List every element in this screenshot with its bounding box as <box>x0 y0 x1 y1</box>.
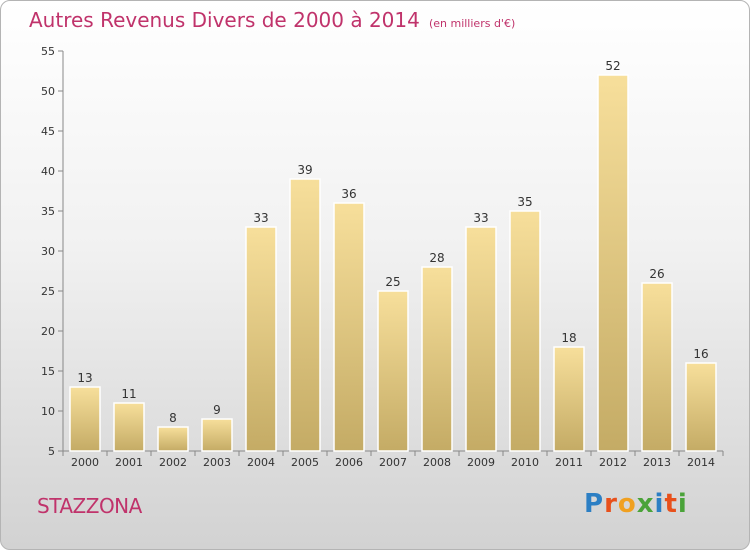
chart-title: Autres Revenus Divers de 2000 à 2014 (en… <box>29 8 515 32</box>
x-tick-label: 2005 <box>291 456 319 469</box>
bar-2014 <box>685 362 717 452</box>
title-main: Autres Revenus Divers de 2000 à 2014 <box>29 8 420 32</box>
bar-2005 <box>289 178 321 452</box>
bar-2004 <box>245 226 277 452</box>
x-tick-label: 2010 <box>511 456 539 469</box>
x-tick-label: 2007 <box>379 456 407 469</box>
x-tick-label: 2008 <box>423 456 451 469</box>
data-label: 26 <box>649 267 664 281</box>
logo-letter: P <box>584 489 605 519</box>
bar-2000 <box>69 386 101 452</box>
y-tick-label: 25 <box>41 285 55 298</box>
bar-2012 <box>597 74 629 452</box>
y-tick-label: 20 <box>41 325 55 338</box>
proxiti-logo: Proxiti <box>584 489 688 519</box>
logo-letter: x <box>636 489 655 519</box>
data-label: 8 <box>169 411 177 425</box>
y-tick-label: 10 <box>41 405 55 418</box>
bar-2010 <box>509 210 541 452</box>
logo-letter: t <box>664 489 678 519</box>
y-tick-label: 15 <box>41 365 55 378</box>
data-label: 36 <box>341 187 356 201</box>
y-tick-label: 40 <box>41 165 55 178</box>
data-label: 25 <box>385 275 400 289</box>
logo-letter: i <box>654 489 665 519</box>
x-tick-label: 2003 <box>203 456 231 469</box>
bar-2003 <box>201 418 233 452</box>
x-tick-label: 2000 <box>71 456 99 469</box>
logo-letter: i <box>677 489 688 519</box>
data-label: 33 <box>473 211 488 225</box>
x-tick-label: 2006 <box>335 456 363 469</box>
commune-name: STAZZONA <box>37 494 142 518</box>
bar-2011 <box>553 346 585 452</box>
bar-2001 <box>113 402 145 452</box>
bar-2008 <box>421 266 453 452</box>
data-label: 52 <box>605 59 620 73</box>
logo-letter: o <box>617 489 637 519</box>
x-tick-label: 2011 <box>555 456 583 469</box>
x-tick-label: 2012 <box>599 456 627 469</box>
y-tick-label: 35 <box>41 205 55 218</box>
title-unit: (en milliers d'€) <box>428 17 516 30</box>
x-tick-label: 2009 <box>467 456 495 469</box>
bar-2013 <box>641 282 673 452</box>
data-label: 28 <box>429 251 444 265</box>
bar-2009 <box>465 226 497 452</box>
x-tick-label: 2002 <box>159 456 187 469</box>
data-label: 11 <box>121 387 136 401</box>
data-label: 39 <box>297 163 312 177</box>
logo-letter: r <box>604 489 618 519</box>
data-label: 33 <box>253 211 268 225</box>
x-tick-label: 2014 <box>687 456 715 469</box>
y-tick-label: 50 <box>41 85 55 98</box>
y-tick-label: 5 <box>48 445 55 458</box>
y-tick-label: 55 <box>41 45 55 58</box>
data-label: 18 <box>561 331 576 345</box>
data-label: 35 <box>517 195 532 209</box>
bar-2002 <box>157 426 189 452</box>
x-tick-label: 2013 <box>643 456 671 469</box>
bar-2007 <box>377 290 409 452</box>
data-label: 13 <box>77 371 92 385</box>
x-tick-label: 2004 <box>247 456 275 469</box>
bar-2006 <box>333 202 365 452</box>
x-tick-label: 2001 <box>115 456 143 469</box>
y-tick-label: 30 <box>41 245 55 258</box>
data-label: 9 <box>213 403 221 417</box>
data-label: 16 <box>693 347 708 361</box>
y-tick-label: 45 <box>41 125 55 138</box>
